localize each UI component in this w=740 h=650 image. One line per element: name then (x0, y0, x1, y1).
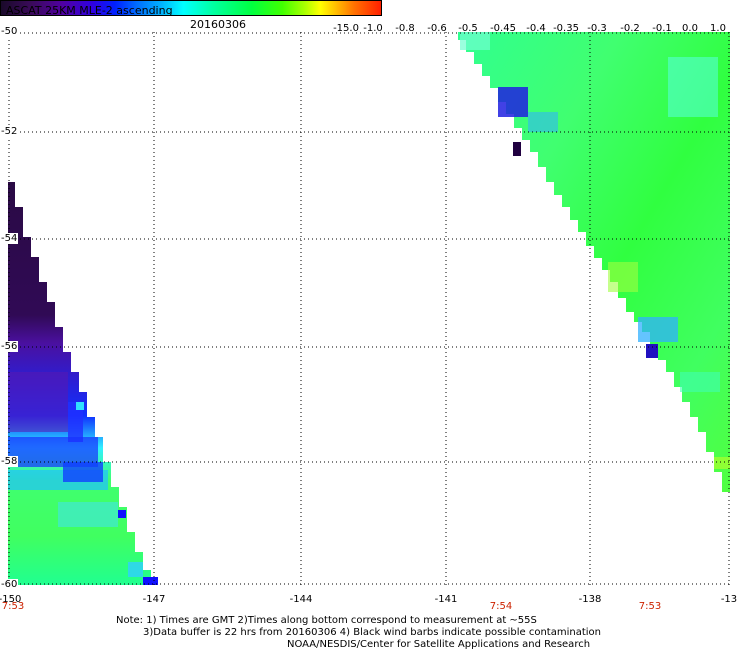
colorbar-label: -0.2 (620, 23, 640, 34)
east-swath-patch (668, 57, 718, 117)
lat-label: -60 (0, 579, 19, 590)
lat-label: -56 (0, 341, 19, 352)
colorbar-label: 0.0 (682, 23, 698, 34)
pass-time-label: 7:53 (1, 601, 25, 612)
lon-label: -138 (578, 594, 602, 605)
footer-note-2: 3)Data buffer is 22 hrs from 20160306 4)… (143, 627, 601, 638)
colorbar-label: -0.35 (553, 23, 579, 34)
east-swath-patch (638, 317, 678, 342)
colorbar-label: -15.0 (333, 23, 359, 34)
west-swath-patch (76, 402, 84, 410)
colorbar-label: -0.3 (587, 23, 607, 34)
east-swath-patch (528, 112, 558, 132)
west-swath-patch (143, 577, 158, 585)
lat-label: -52 (0, 126, 19, 137)
west-swath-patch (58, 502, 118, 527)
west-swath-patch (128, 562, 143, 577)
east-swath (458, 32, 730, 492)
footer-credit: NOAA/NESDIS/Center for Satellite Applica… (287, 639, 591, 650)
colorbar-label: -0.8 (395, 23, 415, 34)
lon-label: -141 (434, 594, 458, 605)
colorbar-label: -0.45 (490, 23, 516, 34)
footer-note-1: Note: 1) Times are GMT 2)Times along bot… (116, 615, 537, 626)
lat-label: -50 (0, 26, 19, 37)
colorbar-label: -0.5 (458, 23, 478, 34)
lon-label: -144 (289, 594, 313, 605)
product-title: ASCAT 25KM MLE-2 ascending (6, 4, 173, 17)
colorbar-label: -0.4 (526, 23, 546, 34)
east-swath-patch (646, 344, 658, 358)
colorbar-label: 1.0 (710, 23, 726, 34)
east-swath-patch (714, 457, 730, 469)
east-swath-patch (498, 87, 528, 117)
lon-label: -13 (720, 594, 738, 605)
product-date: 20160306 (190, 18, 246, 31)
lat-label: -54 (0, 233, 19, 244)
colorbar-label: -0.6 (427, 23, 447, 34)
west-swath-patch (63, 462, 103, 482)
colorbar-label: -1.0 (363, 23, 383, 34)
east-swath-patch (608, 262, 638, 292)
colorbar (0, 0, 382, 16)
lon-label: -147 (142, 594, 166, 605)
lat-label: -58 (0, 456, 19, 467)
colorbar-label: -0.1 (652, 23, 672, 34)
east-swath-patch (460, 32, 490, 50)
lon-label: -150 (0, 594, 22, 605)
pass-time-label: 7:53 (638, 601, 662, 612)
east-swath-patch (680, 372, 720, 392)
west-swath-patch (118, 510, 126, 518)
graticule (8, 32, 730, 585)
west-swath-patch (68, 402, 83, 442)
pass-time-label: 7:54 (489, 601, 513, 612)
wind-map (8, 32, 730, 585)
east-swath-patch (513, 142, 521, 156)
west-swath-patch (8, 372, 68, 432)
